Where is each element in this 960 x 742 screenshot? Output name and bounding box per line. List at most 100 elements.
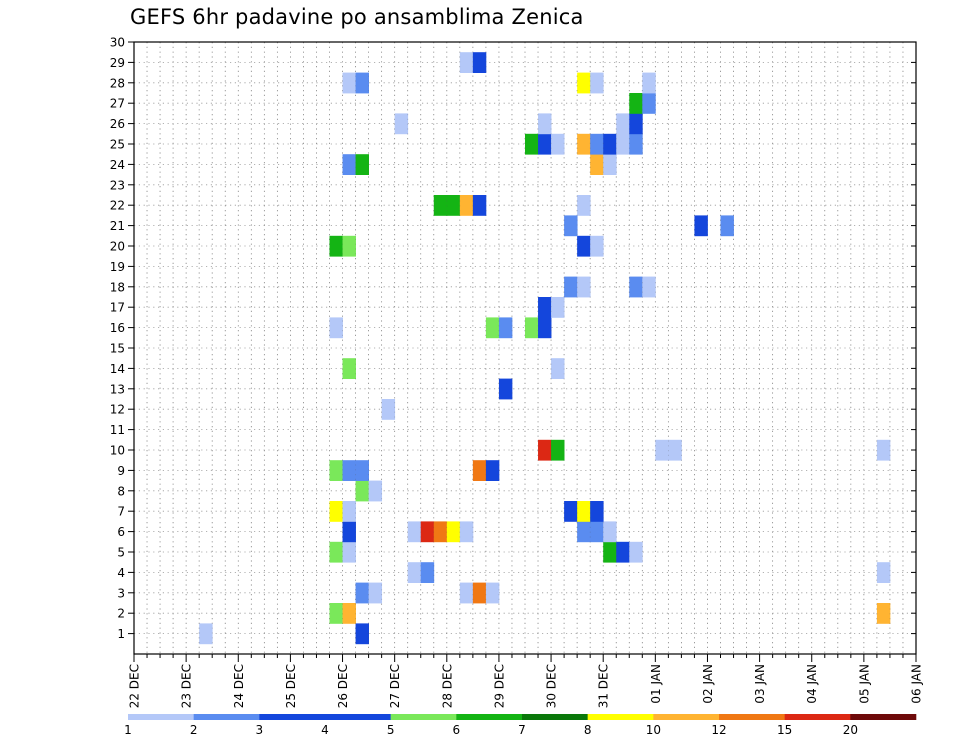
- y-axis: 1234567891011121314151617181920212223242…: [110, 36, 916, 641]
- cells-layer: [146, 42, 904, 685]
- legend-label: 12: [711, 723, 726, 737]
- heatmap-cell: [433, 195, 448, 216]
- legend-label: 15: [777, 723, 792, 737]
- x-tick-label: 30 DEC: [545, 664, 559, 708]
- legend-swatch: [193, 714, 260, 720]
- heatmap-cell: [355, 623, 369, 645]
- heatmap-cell: [629, 93, 643, 114]
- heatmap-cell: [694, 215, 708, 237]
- heatmap-cell: [551, 439, 565, 461]
- y-tick-label: 21: [110, 219, 125, 233]
- heatmap-cell: [342, 154, 356, 175]
- y-tick-label: 9: [117, 464, 125, 478]
- x-tick-label: 02 JAN: [701, 664, 715, 704]
- y-tick-label: 24: [110, 158, 125, 172]
- heatmap-cell: [472, 52, 487, 73]
- legend-label: 7: [518, 723, 526, 737]
- y-tick-label: 13: [110, 382, 125, 396]
- y-tick-label: 1: [117, 627, 125, 641]
- heatmap-cell: [342, 460, 356, 481]
- heatmap-cell: [329, 317, 343, 339]
- x-tick-label: 29 DEC: [492, 664, 506, 708]
- heatmap-cell: [564, 215, 578, 237]
- y-tick-label: 7: [117, 505, 125, 519]
- x-tick-label: 28 DEC: [440, 664, 454, 708]
- heatmap-cell: [433, 521, 448, 543]
- color-legend: 1 2 3 4 5 6 7 8 10 12 15 20: [124, 714, 917, 737]
- heatmap-cell: [459, 195, 474, 216]
- y-tick-label: 22: [110, 199, 125, 213]
- x-tick-label: 24 DEC: [232, 664, 246, 708]
- heatmap-cell: [472, 460, 487, 481]
- x-tick-label: 22 DEC: [128, 664, 142, 708]
- y-tick-label: 17: [110, 301, 125, 315]
- heatmap-cell: [720, 215, 734, 237]
- heatmap-cell: [525, 317, 539, 339]
- heatmap-cell: [329, 541, 343, 563]
- heatmap-cell: [538, 317, 552, 339]
- heatmap-cell: [421, 664, 434, 685]
- heatmap-cell: [577, 133, 591, 155]
- legend-swatch: [128, 714, 194, 720]
- legend-swatch: [522, 714, 588, 720]
- heatmap-cell: [590, 72, 604, 94]
- heatmap-cell: [368, 480, 383, 502]
- legend-swatch: [259, 714, 326, 720]
- heatmap-cell: [876, 439, 891, 461]
- legend-swatch: [456, 714, 523, 720]
- heatmap-cell: [329, 235, 343, 257]
- heatmap-cell: [590, 154, 604, 175]
- heatmap-cell: [655, 439, 669, 461]
- x-tick-label: 04 JAN: [805, 664, 819, 704]
- heatmap-cell: [564, 276, 578, 298]
- heatmap-cell: [629, 276, 643, 298]
- x-tick-label: 25 DEC: [284, 664, 298, 708]
- grid-lines: [134, 42, 916, 654]
- legend-label: 8: [584, 723, 592, 737]
- heatmap-cell: [342, 603, 356, 624]
- heatmap-cell: [564, 501, 578, 522]
- heatmap-cell: [577, 235, 591, 257]
- y-tick-label: 3: [117, 586, 125, 600]
- heatmap-cell: [629, 133, 643, 155]
- heatmap-cell: [329, 501, 343, 522]
- y-tick-label: 11: [110, 423, 125, 437]
- legend-swatch: [784, 714, 851, 720]
- heatmap-cell: [876, 562, 891, 583]
- legend-label: 3: [256, 723, 264, 737]
- x-axis: 22 DEC 23 DEC 24 DEC 25 DEC 26 DEC 27 DEC 28 D…: [128, 654, 924, 708]
- heatmap-cell: [590, 521, 604, 543]
- heatmap-cell: [446, 521, 461, 543]
- y-tick-label: 4: [117, 566, 125, 580]
- heatmap-cell: [629, 541, 643, 563]
- heatmap-cell: [616, 113, 630, 135]
- y-tick-label: 29: [110, 56, 125, 70]
- heatmap-cell: [408, 664, 421, 685]
- chart-title: GEFS 6hr padavine po ansamblima Zenica: [130, 5, 584, 29]
- y-tick-label: 2: [117, 607, 125, 621]
- x-tick-label: 05 JAN: [857, 664, 871, 704]
- heatmap-cell: [577, 501, 591, 522]
- heatmap-cell: [616, 541, 630, 563]
- heatmap-cell: [642, 93, 656, 114]
- heatmap-cell: [642, 276, 656, 298]
- heatmap-cell: [577, 521, 591, 543]
- y-tick-label: 10: [110, 444, 125, 458]
- y-tick-label: 19: [110, 260, 125, 274]
- y-tick-label: 5: [117, 546, 125, 560]
- heatmap-cell: [551, 133, 565, 155]
- legend-swatch: [390, 714, 457, 720]
- heatmap-cell: [368, 582, 383, 604]
- heatmap-cell: [446, 195, 461, 216]
- heatmap-cell: [342, 541, 356, 563]
- heatmap-cell: [394, 113, 409, 135]
- heatmap-cell: [603, 521, 617, 543]
- heatmap-cell: [342, 358, 356, 379]
- y-tick-label: 8: [117, 484, 125, 498]
- heatmap-cell: [407, 562, 422, 583]
- heatmap-cell: [876, 603, 891, 624]
- legend-swatch: [719, 714, 785, 720]
- y-tick-label: 20: [110, 240, 125, 254]
- heatmap-cell: [342, 235, 356, 257]
- y-tick-label: 26: [110, 117, 125, 131]
